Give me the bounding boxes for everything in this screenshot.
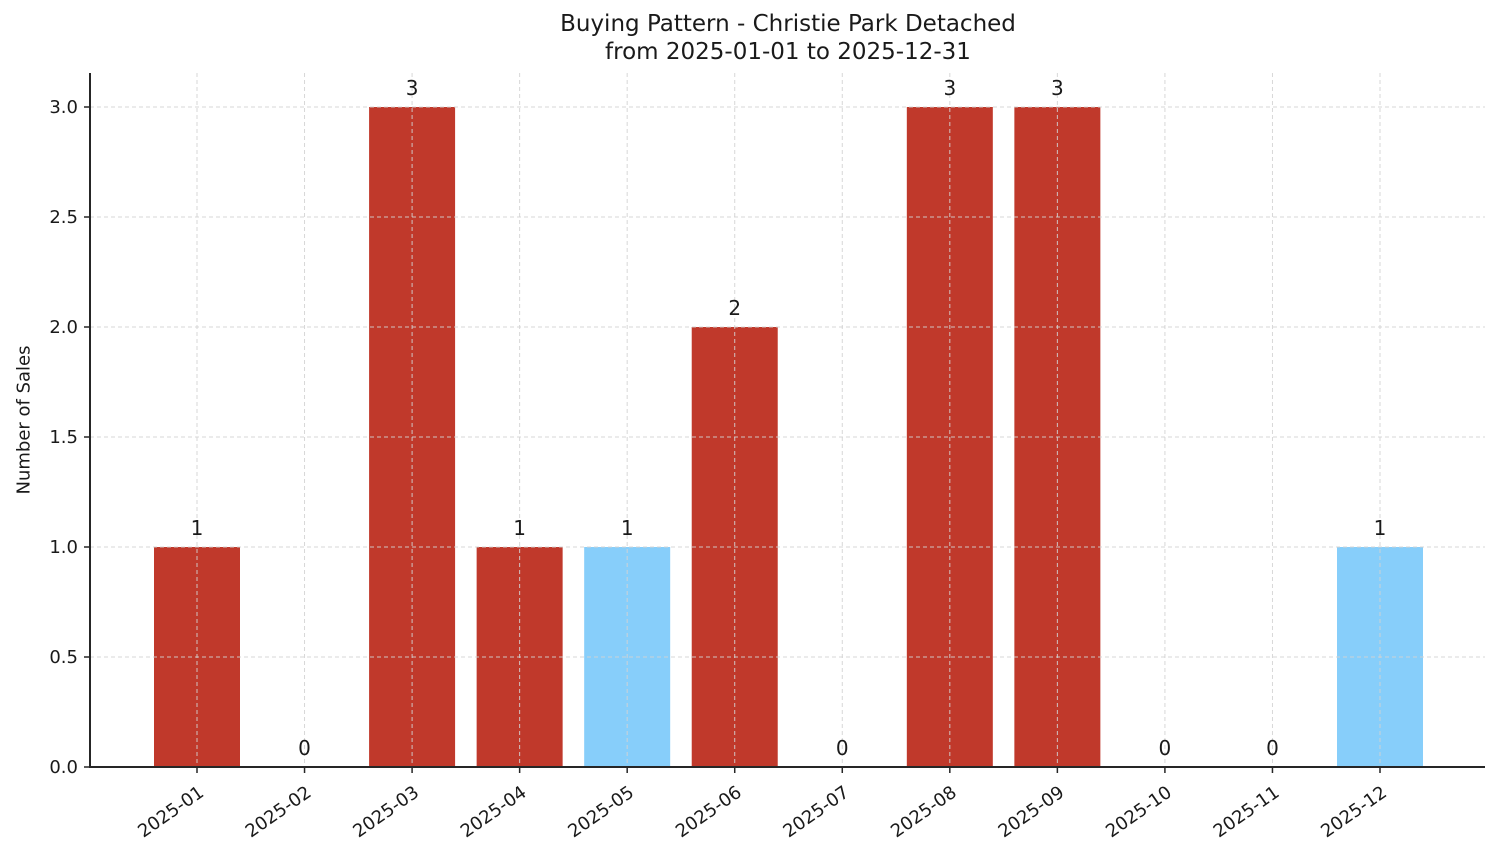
x-tick-label: 2025-02 bbox=[242, 782, 316, 842]
x-tick-label: 2025-01 bbox=[134, 782, 208, 842]
bar-value-label: 1 bbox=[1374, 516, 1387, 540]
bar-value-label: 3 bbox=[406, 76, 419, 100]
bar-value-label: 1 bbox=[621, 516, 634, 540]
chart-title-line-1: Buying Pattern - Christie Park Detached bbox=[560, 11, 1016, 37]
x-tick-label: 2025-07 bbox=[779, 782, 853, 842]
y-tick-label: 2.0 bbox=[49, 317, 78, 338]
bar-value-label: 3 bbox=[1051, 76, 1064, 100]
bar-value-label: 0 bbox=[1159, 736, 1172, 760]
bar-value-label: 0 bbox=[836, 736, 849, 760]
chart-title-line-2: from 2025-01-01 to 2025-12-31 bbox=[605, 39, 971, 65]
x-tick-label: 2025-08 bbox=[887, 782, 961, 842]
bar-value-label: 1 bbox=[513, 516, 526, 540]
bar-value-label: 1 bbox=[191, 516, 204, 540]
bar-value-label: 3 bbox=[943, 76, 956, 100]
x-tick-label: 2025-09 bbox=[995, 782, 1069, 842]
x-tick-label: 2025-06 bbox=[672, 782, 746, 842]
chart-title: Buying Pattern - Christie Park Detached … bbox=[0, 10, 1501, 66]
bar-value-label: 0 bbox=[298, 736, 311, 760]
y-tick-label: 2.5 bbox=[49, 207, 78, 228]
y-tick-label: 3.0 bbox=[49, 97, 78, 118]
y-tick-label: 0.0 bbox=[49, 757, 78, 778]
y-tick-label: 0.5 bbox=[49, 647, 78, 668]
bar-value-label: 0 bbox=[1266, 736, 1279, 760]
x-tick-label: 2025-10 bbox=[1102, 782, 1176, 842]
x-tick-label: 2025-11 bbox=[1210, 782, 1284, 842]
bar-value-label: 2 bbox=[728, 296, 741, 320]
x-tick-label: 2025-12 bbox=[1317, 782, 1391, 842]
y-tick-label: 1.0 bbox=[49, 537, 78, 558]
x-tick-label: 2025-03 bbox=[349, 782, 423, 842]
x-tick-label: 2025-04 bbox=[457, 782, 531, 842]
x-tick-label: 2025-05 bbox=[564, 782, 638, 842]
y-tick-label: 1.5 bbox=[49, 427, 78, 448]
